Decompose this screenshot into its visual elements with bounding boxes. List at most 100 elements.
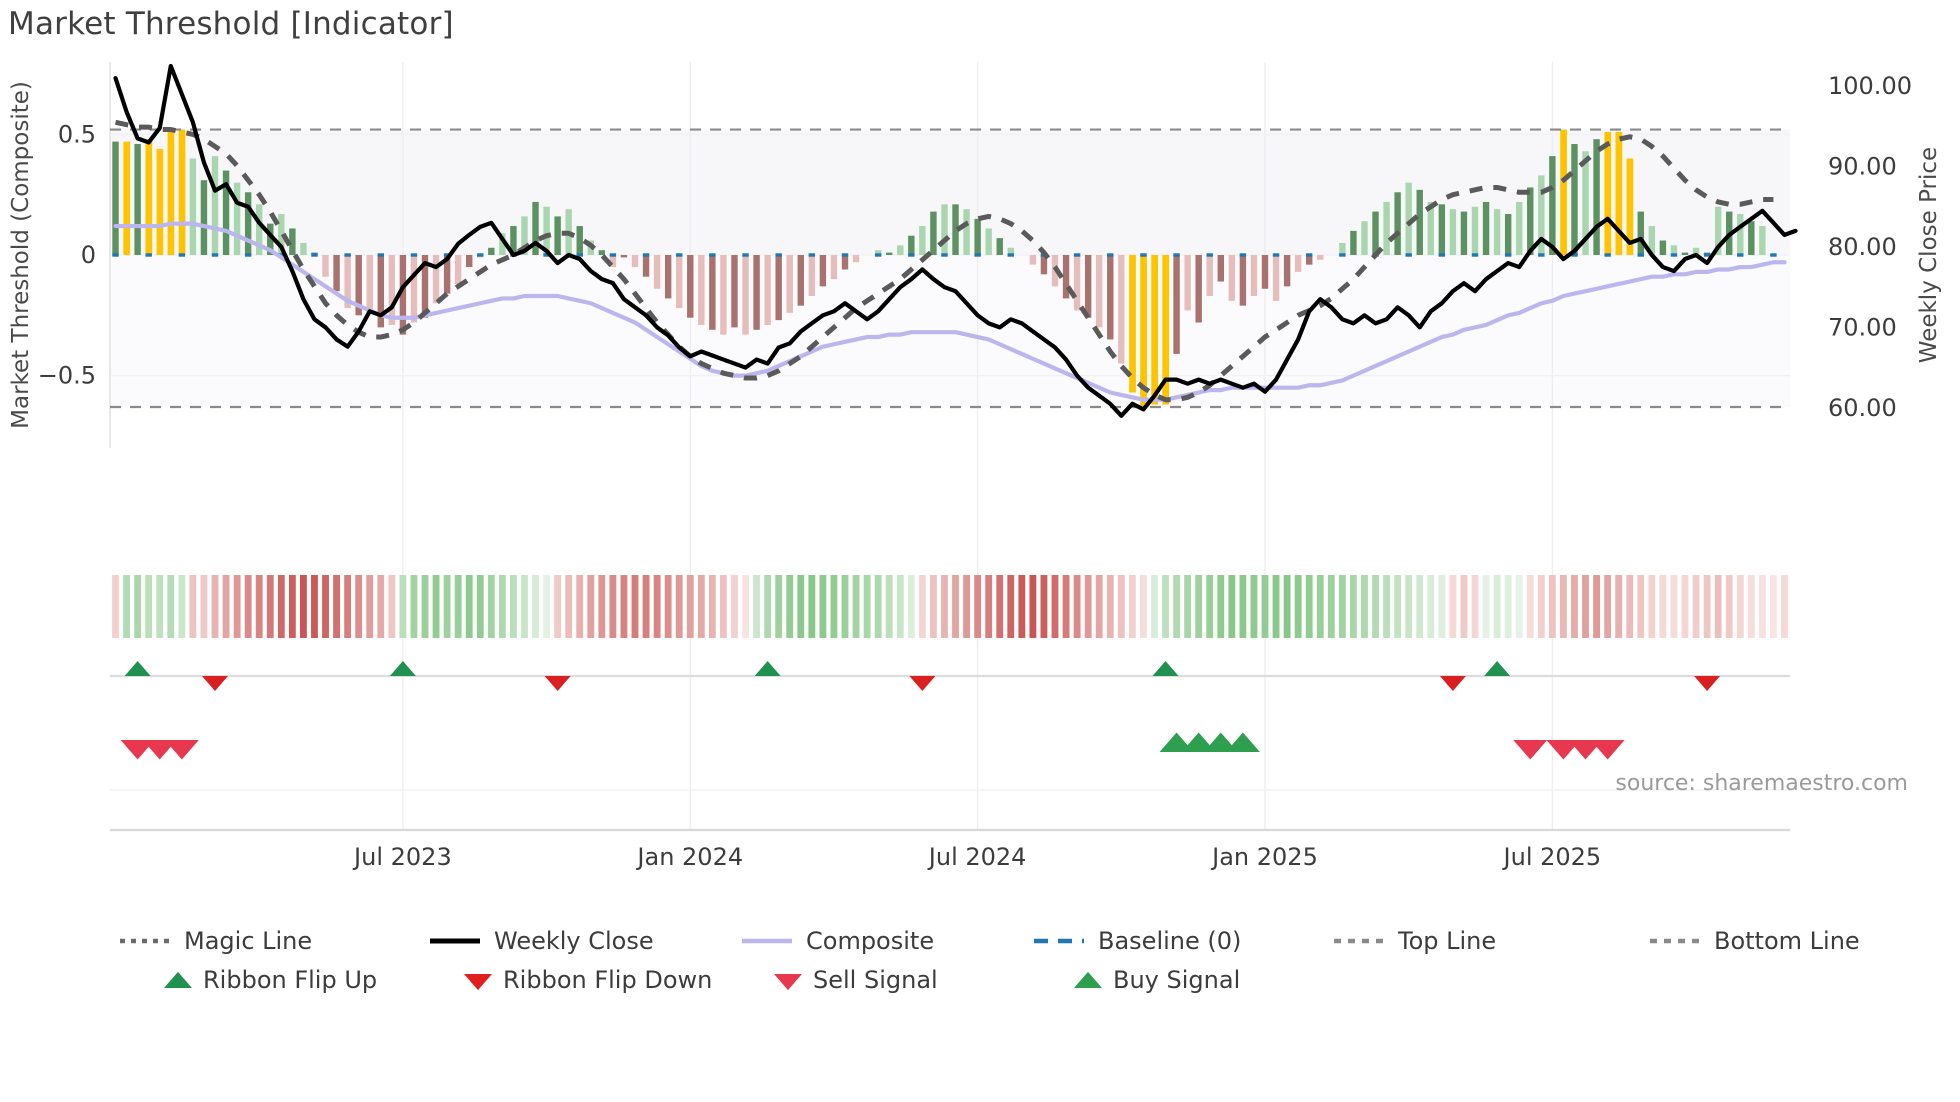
sell-signal-marker[interactable] — [142, 740, 177, 760]
histogram-bar — [1383, 201, 1390, 255]
legend-triangle-up[interactable] — [164, 971, 192, 988]
ribbon-cell — [1659, 575, 1667, 638]
buy-signal-marker[interactable] — [1159, 732, 1194, 752]
histogram-bar — [1692, 247, 1700, 255]
ribbon-cell — [554, 575, 562, 638]
histogram-bar — [488, 247, 495, 255]
ribbon-flip-down-marker[interactable] — [1694, 676, 1721, 691]
ribbon-cell — [432, 575, 440, 638]
sell-signal-marker[interactable] — [1568, 740, 1603, 760]
histogram-bar — [874, 250, 882, 255]
histogram-bar — [145, 139, 153, 255]
ribbon-cell — [1714, 575, 1722, 638]
histogram-bar — [1151, 255, 1158, 405]
ribbon-flip-down-marker[interactable] — [1439, 676, 1466, 691]
histogram-bar — [1493, 209, 1501, 255]
ribbon-cell — [1615, 575, 1623, 638]
ribbon-cell — [941, 575, 948, 638]
ribbon-cell — [996, 575, 1004, 638]
histogram-bar — [1438, 204, 1446, 255]
ribbon-flip-down-marker[interactable] — [909, 676, 936, 691]
ribbon-flip-up-marker[interactable] — [1484, 661, 1511, 676]
sell-signal-marker[interactable] — [1546, 740, 1581, 760]
histogram-bar — [289, 228, 296, 255]
ribbon-cell — [1604, 575, 1612, 638]
ribbon-cell — [1758, 575, 1766, 638]
histogram-bar — [1626, 158, 1634, 255]
legend-triangle-down[interactable] — [464, 974, 492, 991]
ribbon-cell — [1128, 575, 1136, 638]
ribbon-cell — [1316, 575, 1324, 638]
ribbon-cell — [1305, 575, 1313, 638]
histogram-bar — [189, 158, 197, 255]
ribbon-cell — [731, 575, 738, 638]
ribbon-cell — [410, 575, 418, 638]
histogram-bar — [1582, 151, 1589, 255]
ribbon-cell — [753, 575, 760, 638]
buy-signal-marker[interactable] — [1203, 732, 1238, 752]
sell-signal-marker[interactable] — [164, 740, 199, 760]
histogram-bar — [1118, 255, 1125, 364]
histogram-bar — [808, 255, 816, 297]
sell-signal-marker[interactable] — [120, 740, 155, 760]
ribbon-flip-markers — [124, 661, 1721, 691]
sell-signal-marker[interactable] — [1513, 740, 1548, 760]
histogram-bar — [1084, 255, 1092, 318]
ribbon-cell — [1173, 575, 1180, 638]
legend — [120, 938, 1700, 991]
buy-signal-marker[interactable] — [1181, 732, 1216, 752]
histogram-bar — [1427, 201, 1434, 255]
signal-markers — [120, 732, 1625, 760]
ribbon-cell — [565, 575, 573, 638]
histogram-bar — [499, 233, 506, 255]
ribbon-cell — [631, 575, 639, 638]
histogram-bar — [1294, 255, 1302, 272]
histogram-bar — [1405, 182, 1412, 256]
ribbon-cell — [1460, 575, 1468, 638]
ribbon-cell — [1747, 575, 1755, 638]
ribbon-cell — [1493, 575, 1501, 638]
ribbon-cell — [366, 575, 374, 638]
ribbon-flip-up-marker[interactable] — [754, 661, 781, 676]
ribbon-flip-down-marker[interactable] — [544, 676, 571, 691]
ribbon-flip-up-marker[interactable] — [389, 661, 416, 676]
histogram-bar — [1250, 255, 1258, 297]
histogram-bar — [698, 255, 705, 325]
legend-triangle-down[interactable] — [774, 974, 802, 991]
ribbon-cell — [1139, 575, 1147, 638]
ribbon-flip-up-marker[interactable] — [124, 661, 151, 676]
ribbon-cell — [244, 575, 252, 638]
histogram-bar — [1471, 206, 1479, 255]
ribbon-cell — [388, 575, 396, 638]
legend-triangle-up[interactable] — [1074, 971, 1102, 988]
buy-signal-marker[interactable] — [1225, 732, 1260, 752]
ribbon-cell — [1184, 575, 1192, 638]
histogram-bar — [963, 209, 970, 255]
ribbon-flip-down-marker[interactable] — [202, 676, 228, 691]
histogram-bar — [1460, 211, 1468, 255]
ribbon-cell — [1548, 575, 1556, 638]
histogram-bar — [1107, 255, 1114, 340]
histogram-bar — [167, 129, 175, 255]
histogram-bar — [676, 255, 683, 309]
ribbon-flip-up-marker[interactable] — [1152, 661, 1179, 676]
histogram-bar — [731, 255, 738, 328]
ribbon-cell — [874, 575, 882, 638]
histogram-bar — [521, 216, 528, 255]
ribbon-cell — [211, 575, 219, 638]
ribbon-cell — [929, 575, 937, 638]
ribbon-cell — [1637, 575, 1645, 638]
histogram-bar — [178, 129, 186, 255]
histogram-bar — [1239, 255, 1247, 306]
histogram-bar — [543, 206, 550, 255]
histogram-bar — [211, 156, 219, 255]
histogram-bar — [1416, 189, 1423, 255]
ribbon-cell — [1040, 575, 1048, 638]
sell-signal-marker[interactable] — [1590, 740, 1625, 760]
histogram-bar — [134, 144, 141, 255]
ribbon-cell — [123, 575, 130, 638]
plot-band — [110, 129, 1790, 255]
ribbon-cell — [255, 575, 263, 638]
ribbon-cell — [1283, 575, 1291, 638]
histogram-bar — [653, 255, 661, 289]
